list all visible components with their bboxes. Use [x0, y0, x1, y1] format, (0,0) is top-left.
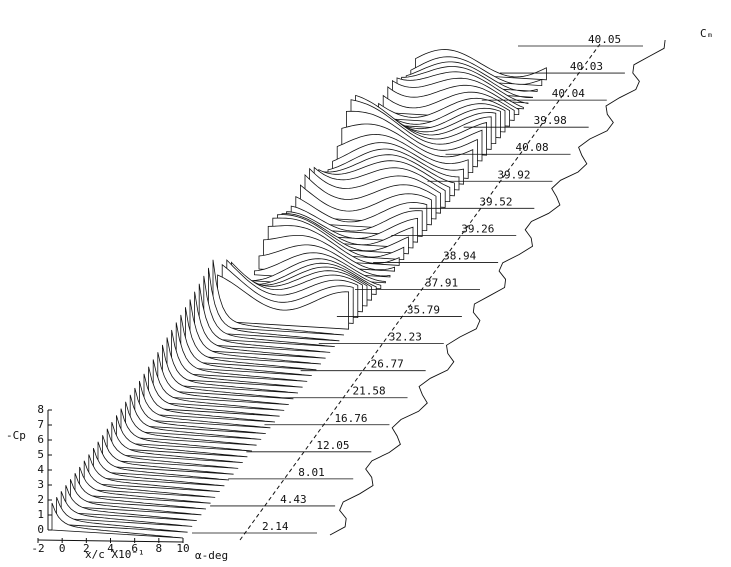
angle-label: 4.43	[280, 493, 307, 506]
angle-label: 37.91	[425, 277, 458, 290]
x-tick-label: 2	[83, 542, 90, 555]
y-tick-label: 3	[37, 478, 44, 491]
y-tick-label: 7	[37, 418, 44, 431]
angle-label: 40.05	[588, 33, 621, 46]
angle-label: 39.92	[497, 168, 530, 181]
angle-label: 39.98	[534, 114, 567, 127]
angle-label: 21.58	[353, 385, 386, 398]
y-tick-label: 4	[37, 463, 44, 476]
cm-label: Cₘ	[700, 27, 713, 40]
angle-label: 39.52	[479, 195, 512, 208]
x-tick-label: 0	[59, 542, 66, 555]
angle-label: 8.01	[298, 466, 325, 479]
y-tick-label: 0	[37, 523, 44, 536]
z-axis-label: α-deg	[195, 549, 228, 562]
angle-label: 39.26	[461, 222, 494, 235]
angle-label: 40.04	[552, 87, 585, 100]
x-tick-label: 10	[176, 542, 189, 555]
x-tick-label: 8	[156, 542, 163, 555]
y-tick-label: 6	[37, 433, 44, 446]
angle-label: 26.77	[371, 358, 404, 371]
y-axis-label: -Cp	[6, 429, 26, 442]
x-tick-label: 4	[107, 542, 114, 555]
angle-label: 16.76	[334, 412, 367, 425]
angle-label: 38.94	[443, 249, 476, 262]
x-tick-label: -2	[31, 542, 44, 555]
y-tick-label: 2	[37, 493, 44, 506]
angle-label: 12.05	[316, 439, 349, 452]
angle-label: 40.08	[516, 141, 549, 154]
x-tick-label: 6	[131, 542, 138, 555]
angle-label: 2.14	[262, 520, 289, 533]
angle-label: 40.03	[570, 60, 603, 73]
angle-label: 35.79	[407, 304, 440, 317]
angle-label: 32.23	[389, 331, 422, 344]
y-tick-label: 8	[37, 403, 44, 416]
chart: -Cp x/c X10⁻¹ α-deg Cₘ 012345678-2024681…	[0, 0, 731, 567]
y-tick-label: 1	[37, 508, 44, 521]
y-tick-label: 5	[37, 448, 44, 461]
